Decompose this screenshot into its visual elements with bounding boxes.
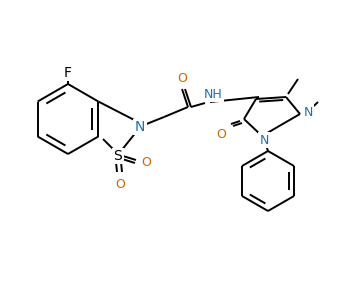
Text: N: N (135, 120, 145, 134)
Text: NH: NH (204, 88, 223, 100)
Text: N: N (303, 106, 313, 118)
Text: O: O (141, 155, 151, 169)
Text: N: N (259, 133, 269, 147)
Text: O: O (115, 178, 125, 190)
Text: O: O (177, 72, 187, 86)
Text: S: S (114, 149, 122, 163)
Text: O: O (216, 127, 226, 141)
Text: F: F (64, 66, 72, 80)
